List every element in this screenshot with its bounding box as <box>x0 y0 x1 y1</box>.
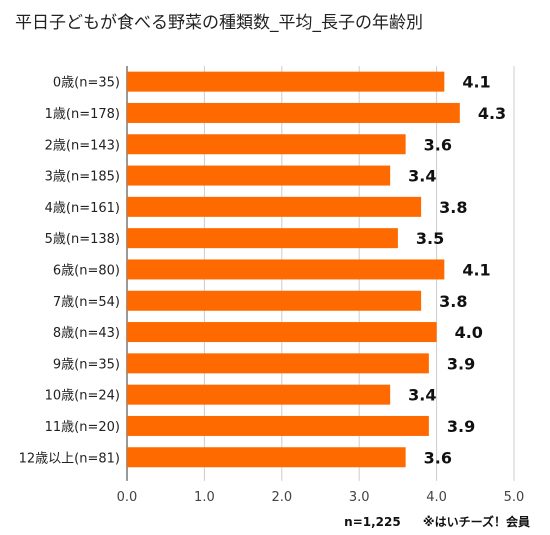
category-label: 9歳(n=35) <box>53 357 120 372</box>
bar <box>127 447 406 468</box>
value-label: 3.6 <box>424 448 452 467</box>
x-tick-label: 5.0 <box>504 490 525 505</box>
value-label: 3.4 <box>408 386 436 405</box>
bar <box>127 259 445 280</box>
x-tick-label: 1.0 <box>194 490 215 505</box>
value-label: 4.0 <box>455 323 483 342</box>
value-label: 3.6 <box>424 135 452 154</box>
value-label: 3.5 <box>416 229 444 248</box>
sample-size-note: n=1,225 <box>344 515 401 529</box>
category-label: 1歳(n=178) <box>45 107 120 122</box>
chart-title: 平日子どもが食べる野菜の種類数_平均_長子の年齢別 <box>15 13 423 33</box>
value-label: 3.8 <box>439 292 467 311</box>
x-axis-ticks: 0.0 1.0 2.0 3.0 4.0 5.0 <box>117 490 525 505</box>
bars <box>127 71 460 468</box>
footnote: n=1,225 ※はいチーズ！会員 <box>344 513 530 530</box>
bar <box>127 384 391 405</box>
value-label: 4.1 <box>462 73 490 92</box>
bar <box>127 290 422 311</box>
category-label: 2歳(n=143) <box>45 138 120 153</box>
bar <box>127 353 429 374</box>
x-tick-label: 2.0 <box>271 490 292 505</box>
x-tick-label: 3.0 <box>349 490 370 505</box>
value-label: 3.8 <box>439 198 467 217</box>
bar <box>127 228 398 249</box>
labels: 0歳(n=35) 4.1 1歳(n=178) 4.3 2歳(n=143) 3.6 3歳(n=… <box>19 73 507 468</box>
category-label: 6歳(n=80) <box>53 263 120 278</box>
bar <box>127 102 460 123</box>
bar <box>127 322 437 343</box>
category-label: 5歳(n=138) <box>45 232 120 247</box>
category-label: 12歳以上(n=81) <box>19 451 120 466</box>
category-label: 8歳(n=43) <box>53 326 120 341</box>
value-label: 3.4 <box>408 167 436 186</box>
category-label: 11歳(n=20) <box>45 420 120 435</box>
value-label: 4.3 <box>478 104 506 123</box>
bar <box>127 71 445 92</box>
bar <box>127 165 391 186</box>
source-note: ※はいチーズ！会員 <box>422 515 530 529</box>
bar <box>127 196 422 217</box>
category-label: 7歳(n=54) <box>53 295 120 310</box>
value-label: 4.1 <box>462 260 490 279</box>
category-label: 3歳(n=185) <box>45 170 120 185</box>
value-label: 3.9 <box>447 417 475 436</box>
value-label: 3.9 <box>447 354 475 373</box>
category-label: 10歳(n=24) <box>45 389 120 404</box>
bar <box>127 134 406 155</box>
x-tick-label: 0.0 <box>117 490 138 505</box>
category-label: 0歳(n=35) <box>53 76 120 91</box>
x-tick-label: 4.0 <box>426 490 447 505</box>
category-label: 4歳(n=161) <box>45 201 120 216</box>
bar <box>127 415 429 436</box>
